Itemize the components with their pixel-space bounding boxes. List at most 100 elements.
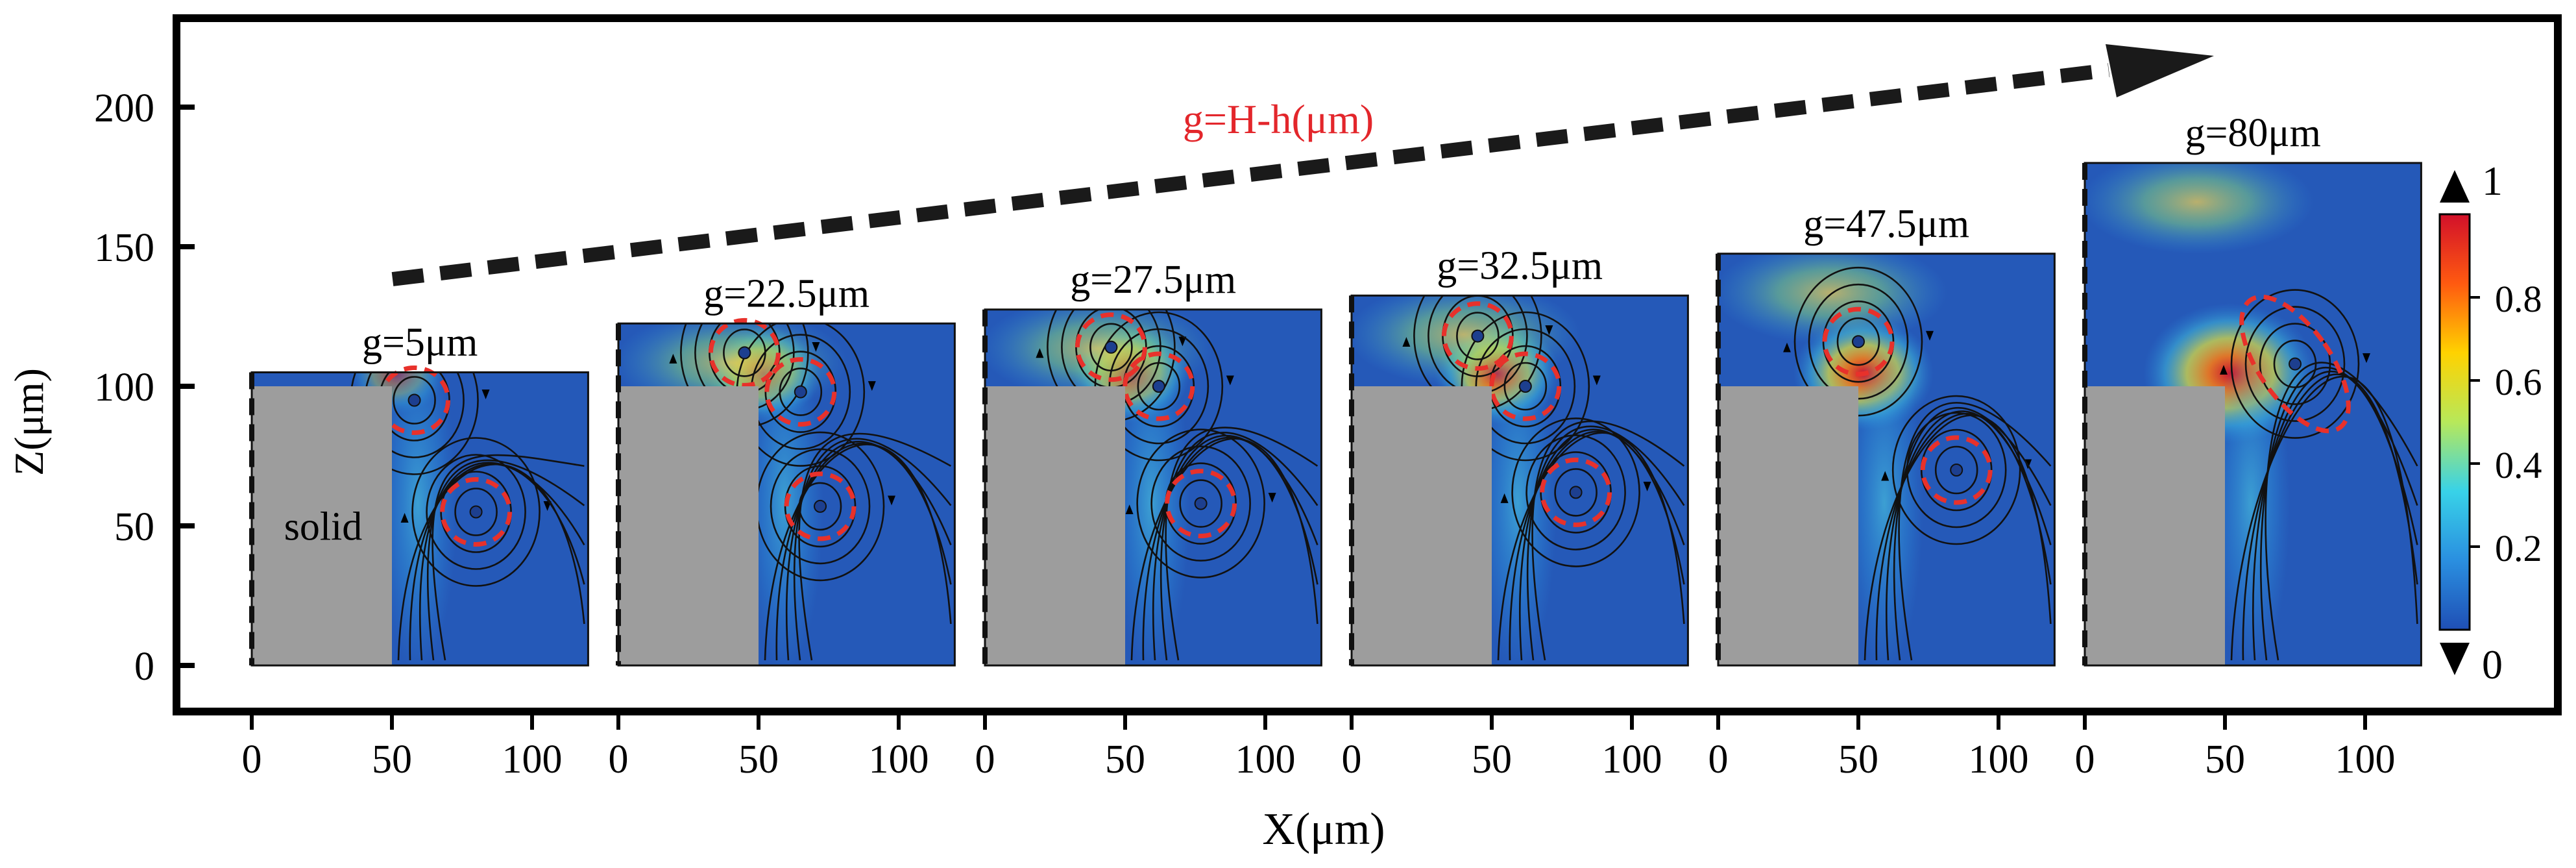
vortex-outline <box>1920 435 1993 505</box>
downward-jet <box>746 334 823 665</box>
panel-g-80: g=80μm <box>2082 111 2422 667</box>
x-tick-label: 50 <box>1472 738 1512 782</box>
streamline-loop <box>426 454 526 570</box>
colorbar-tick-label: 0.8 <box>2495 278 2542 320</box>
panel-g-5: g=5μm solid <box>249 321 589 667</box>
streamline <box>1165 427 1318 661</box>
downward-jet <box>1479 334 1557 665</box>
streamline <box>397 464 585 661</box>
colorbar: 1 0 0.2 0.4 0.6 0.8 <box>2438 158 2542 688</box>
x-tick-label: 50 <box>1105 738 1145 782</box>
streamline <box>1864 414 2052 661</box>
streamline-loop <box>779 367 823 416</box>
upper-gap-flow <box>1718 253 1947 345</box>
streamline-loop <box>1525 434 1626 551</box>
streamline <box>431 454 585 661</box>
vortex-outline <box>1489 351 1562 421</box>
streamline <box>1142 436 1318 661</box>
streamline-loop <box>393 376 436 425</box>
x-tick-label: 0 <box>975 738 995 782</box>
g-formula-label: g=H-h(μm) <box>1183 96 1374 142</box>
streamline <box>419 462 585 661</box>
colorbar-max-arrow <box>2440 170 2470 203</box>
solid-block <box>1718 386 1858 665</box>
streamline <box>2230 375 2418 661</box>
streamline <box>1875 412 2052 661</box>
colorbar-min-arrow <box>2440 643 2470 675</box>
streamline-loop <box>454 488 498 536</box>
x-tick-label: 100 <box>1602 738 1662 782</box>
vortex-outline <box>1075 312 1147 382</box>
panel-outline <box>617 322 956 667</box>
streamline <box>785 441 952 661</box>
vortex-outline <box>1165 469 1237 539</box>
vortex-center <box>1152 380 1165 393</box>
z-tick-label: 50 <box>114 505 154 549</box>
vortex-center <box>1950 464 1963 477</box>
streamline <box>2252 370 2418 661</box>
panel-label: g=47.5μm <box>1803 202 1969 246</box>
x-tick-label: 50 <box>1838 738 1878 782</box>
vortex-outline <box>784 471 857 541</box>
downward-jet <box>379 372 457 665</box>
streamline <box>426 459 585 661</box>
x-tick-label: 100 <box>1235 738 1296 782</box>
x-tick-label: 50 <box>372 738 412 782</box>
streamline <box>1509 430 1685 661</box>
x-tick-label: 100 <box>869 738 929 782</box>
vortex-center <box>738 346 751 360</box>
panel-g-27-5: g=27.5μm <box>982 258 1322 667</box>
trend-arrow-shaft <box>391 63 2110 286</box>
panel-g-47-5: g=47.5μm <box>1716 202 2056 667</box>
streamline <box>1160 432 1318 661</box>
vortex-center <box>1518 380 1532 393</box>
x-tick-label: 100 <box>502 738 563 782</box>
z-ticks: 0 50 100 150 200 <box>94 86 195 689</box>
vortex-outline <box>440 477 513 547</box>
x-tick-label: 0 <box>609 738 629 782</box>
x-tick-label: 50 <box>2205 738 2245 782</box>
panel-outline <box>250 371 589 667</box>
upper-gap-flow <box>985 309 1214 401</box>
panel-label: g=27.5μm <box>1070 258 1236 302</box>
streamline-loop <box>411 437 541 587</box>
panel-outline <box>984 308 1322 667</box>
vortex-outline <box>1540 457 1612 527</box>
downward-jet <box>2212 334 2290 665</box>
vortex-center <box>469 505 483 519</box>
vortex-outline <box>1822 306 1895 377</box>
streamline-loop <box>2230 289 2360 439</box>
colorbar-gradient <box>2438 213 2471 631</box>
field-overlay <box>985 309 1318 665</box>
z-tick-label: 0 <box>134 645 154 689</box>
solid-block <box>1352 386 1492 665</box>
vortex-center <box>1194 497 1208 510</box>
streamline-loop <box>1511 417 1640 567</box>
vortex-center <box>814 499 827 513</box>
streamline <box>1898 402 2052 661</box>
panel-outline <box>2084 162 2422 667</box>
streamlines <box>2220 289 2418 661</box>
streamline <box>793 438 952 661</box>
vortex-outline <box>1441 301 1514 371</box>
streamline-loop <box>1150 445 1251 562</box>
x-tick-label: 100 <box>2335 738 2396 782</box>
panel-outline <box>1350 294 1689 667</box>
panel-label: g=22.5μm <box>703 271 869 316</box>
streamline-loop <box>1503 362 1548 411</box>
streamline <box>1152 434 1318 661</box>
vortex-outline <box>2239 294 2351 434</box>
vortex-outline <box>708 317 781 388</box>
x-ticks: 0 50 100 0 50 100 0 50 100 0 50 100 0 50 100 0 50 100 <box>242 712 2396 782</box>
streamline-loop <box>1554 468 1598 517</box>
streamline <box>1519 428 1685 661</box>
colorbar-max-label: 1 <box>2482 158 2503 204</box>
vortex-center <box>407 393 421 407</box>
colorbar-tick-label: 0.2 <box>2495 527 2542 569</box>
panel-g-22-5: g=22.5μm <box>616 271 956 667</box>
vortex-center <box>1852 335 1865 349</box>
panel-outline <box>1717 253 2056 667</box>
z-axis: 0 50 100 150 200 Z(μm) <box>6 18 195 712</box>
downward-jet <box>1845 334 1923 665</box>
